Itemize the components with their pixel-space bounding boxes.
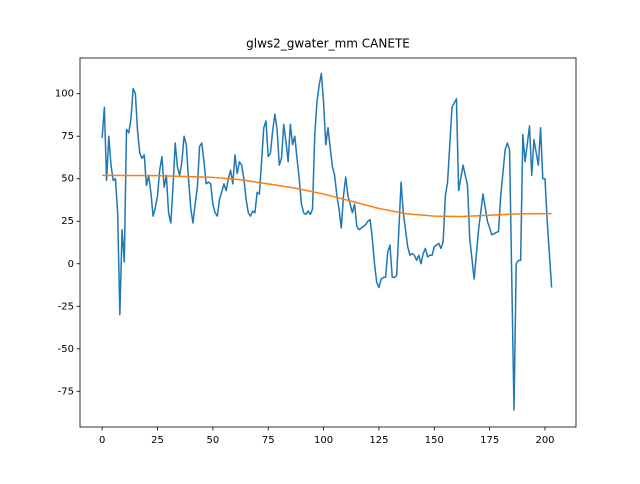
x-tick-label: 0 xyxy=(99,435,105,446)
y-tick-label: 75 xyxy=(61,131,74,142)
x-tick-label: 200 xyxy=(535,435,554,446)
x-tick-label: 175 xyxy=(480,435,499,446)
x-tick-label: 150 xyxy=(425,435,444,446)
y-tick-label: 25 xyxy=(61,216,74,227)
chart-title: glws2_gwater_mm CANETE xyxy=(246,37,410,51)
x-tick-label: 25 xyxy=(151,435,164,446)
plot-frame xyxy=(79,57,577,428)
series-line xyxy=(102,174,552,218)
y-tick-label: 100 xyxy=(55,89,74,100)
y-tick-label: -75 xyxy=(58,386,74,397)
x-tick-label: 100 xyxy=(314,435,333,446)
x-tick-label: 125 xyxy=(369,435,388,446)
x-tick-label: 50 xyxy=(206,435,219,446)
x-tick-label: 75 xyxy=(262,435,275,446)
series-line xyxy=(101,72,553,411)
y-tick-label: 50 xyxy=(61,174,74,185)
y-tick-label: 0 xyxy=(68,259,74,270)
y-tick-label: -50 xyxy=(58,344,74,355)
y-tick-label: -25 xyxy=(58,301,74,312)
